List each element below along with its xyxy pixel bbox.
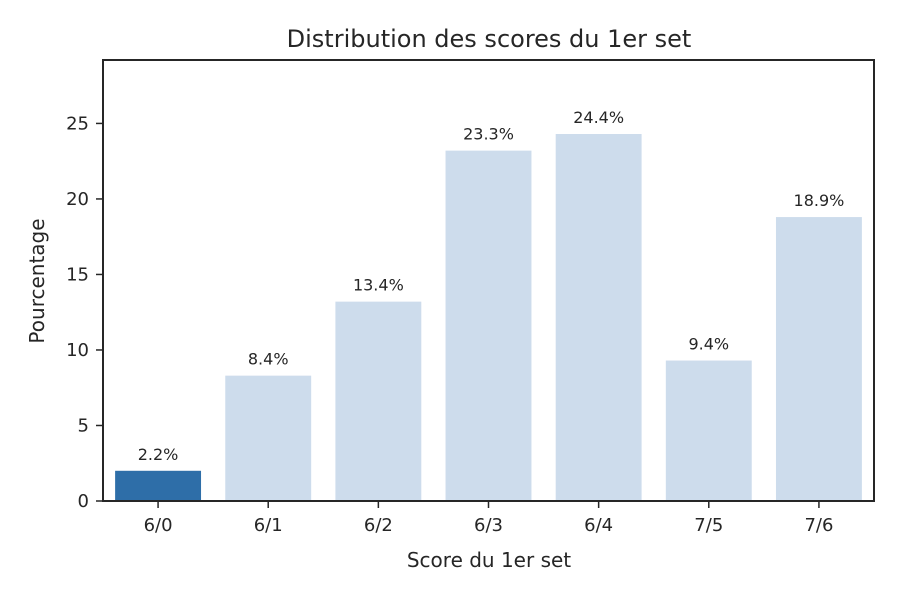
y-tick-label-10: 10 — [66, 340, 89, 361]
bar-6-0 — [115, 470, 202, 501]
bar-6-3 — [445, 150, 532, 501]
y-axis: 0 5 10 15 20 25 — [66, 113, 103, 512]
bar-7-6 — [775, 217, 862, 501]
x-tick-label-6-1: 6/1 — [254, 515, 283, 536]
data-label-6-0: 2.2% — [138, 445, 179, 464]
x-axis-label: Score du 1er set — [407, 548, 571, 572]
y-tick-label-20: 20 — [66, 189, 89, 210]
data-label-6-3: 23.3% — [463, 125, 514, 144]
data-label-6-1: 8.4% — [248, 350, 289, 369]
x-tick-label-7-6: 7/6 — [804, 515, 833, 536]
data-labels-layer: 2.2% 8.4% 13.4% 23.3% 24.4% 9.4% 18.9% — [138, 108, 845, 464]
bar-6-4 — [555, 134, 642, 501]
data-label-6-2: 13.4% — [353, 276, 404, 295]
x-tick-label-7-5: 7/5 — [694, 515, 723, 536]
data-label-6-4: 24.4% — [573, 108, 624, 127]
x-tick-label-6-2: 6/2 — [364, 515, 393, 536]
bar-6-2 — [335, 301, 422, 501]
x-axis: 6/0 6/1 6/2 6/3 6/4 7/5 7/6 — [144, 501, 833, 536]
y-tick-label-5: 5 — [78, 415, 89, 436]
chart-title: Distribution des scores du 1er set — [287, 25, 692, 53]
x-tick-label-6-4: 6/4 — [584, 515, 613, 536]
bar-7-5 — [665, 360, 752, 501]
data-label-7-5: 9.4% — [688, 335, 729, 354]
x-tick-label-6-0: 6/0 — [144, 515, 173, 536]
x-tick-label-6-3: 6/3 — [474, 515, 503, 536]
bar-6-1 — [225, 375, 312, 501]
bars-layer — [115, 134, 862, 501]
data-label-7-6: 18.9% — [794, 191, 845, 210]
y-axis-label: Pourcentage — [25, 218, 49, 343]
y-tick-label-15: 15 — [66, 264, 89, 285]
y-tick-label-25: 25 — [66, 113, 89, 134]
y-tick-label-0: 0 — [78, 491, 89, 512]
